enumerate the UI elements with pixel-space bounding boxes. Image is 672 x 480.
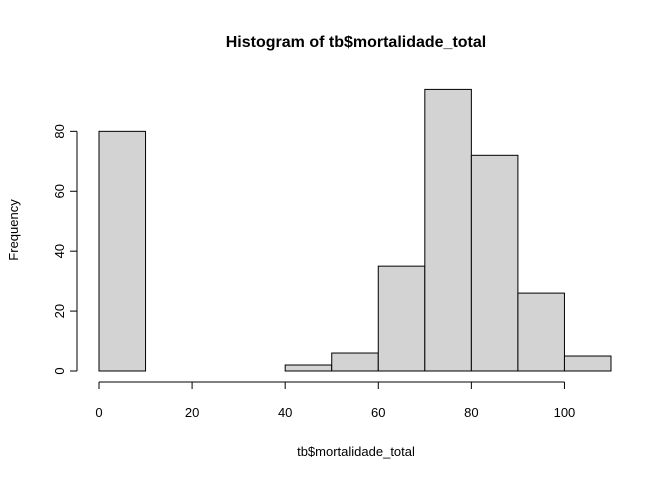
- x-tick-label-60: 60: [371, 405, 385, 420]
- chart-title: Histogram of tb$mortalidade_total: [226, 34, 486, 51]
- y-tick-label-0: 0: [52, 367, 67, 374]
- y-axis: 0 20 40 60 80: [52, 124, 78, 375]
- x-axis-label: tb$mortalidade_total: [297, 444, 415, 459]
- histogram-bar-8: [470, 154, 519, 372]
- x-tick-label-0: 0: [95, 405, 102, 420]
- histogram-bar-9: [517, 292, 565, 372]
- histogram-bar-6: [377, 265, 426, 372]
- x-tick-label-20: 20: [185, 405, 199, 420]
- x-tick-label-40: 40: [278, 405, 292, 420]
- histogram-bar-7: [424, 88, 472, 372]
- histogram-bar-0: [98, 130, 147, 372]
- x-tick-label-80: 80: [464, 405, 478, 420]
- x-axis: 0 20 40 60 80 100: [95, 381, 576, 420]
- y-tick-label-40: 40: [52, 244, 67, 258]
- x-tick-label-100: 100: [554, 405, 576, 420]
- y-tick-label-60: 60: [52, 184, 67, 198]
- y-axis-label: Frequency: [6, 199, 21, 261]
- histogram-bar-10: [563, 355, 612, 372]
- histogram-bar-5: [331, 352, 379, 372]
- y-tick-label-20: 20: [52, 304, 67, 318]
- bars-group: [98, 88, 612, 372]
- y-tick-label-80: 80: [52, 124, 67, 138]
- histogram-bar-4: [284, 364, 333, 372]
